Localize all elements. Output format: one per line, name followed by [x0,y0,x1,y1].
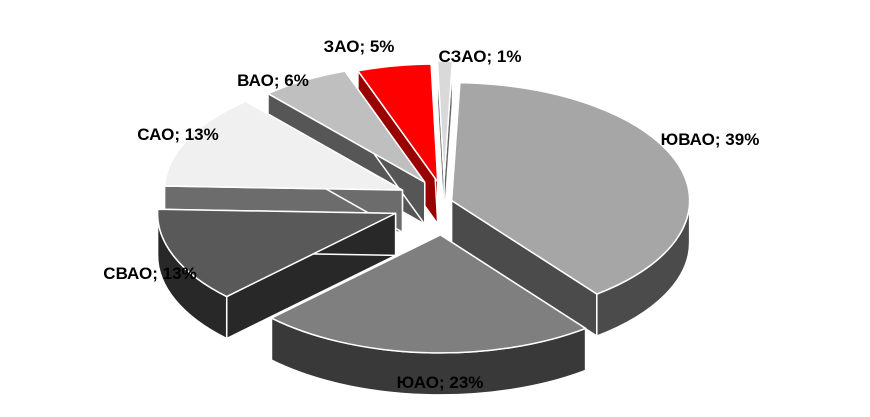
slice-label: СВАО; 13% [103,264,196,283]
pie-slices [156,60,691,396]
slice-top-сзао [436,60,454,180]
slice-top-юао [270,234,587,354]
pie-slice [450,81,691,337]
slice-label: СЗАО; 1% [439,47,522,66]
slice-label: САО; 13% [137,125,219,144]
pie-slice [436,60,454,222]
slice-label: ЮВАО; 39% [661,130,760,149]
pie-labels: ЮВАО; 39% ЮАО; 23% СВАО; 13% САО; 13% ВАО; 6… [103,37,759,392]
slice-top-вао [267,70,426,184]
slice-top-ювао [450,81,691,295]
slice-label: ВАО; 6% [237,71,309,90]
pie-slice [156,208,397,340]
slice-label: ЮАО; 23% [397,373,484,392]
slice-label: ЗАО; 5% [324,37,395,56]
slice-top-зао [357,63,439,183]
slice-top-свао [156,208,397,298]
slice-top-сао [163,100,404,191]
pie-slice [163,100,404,233]
pie-slice [270,234,587,396]
